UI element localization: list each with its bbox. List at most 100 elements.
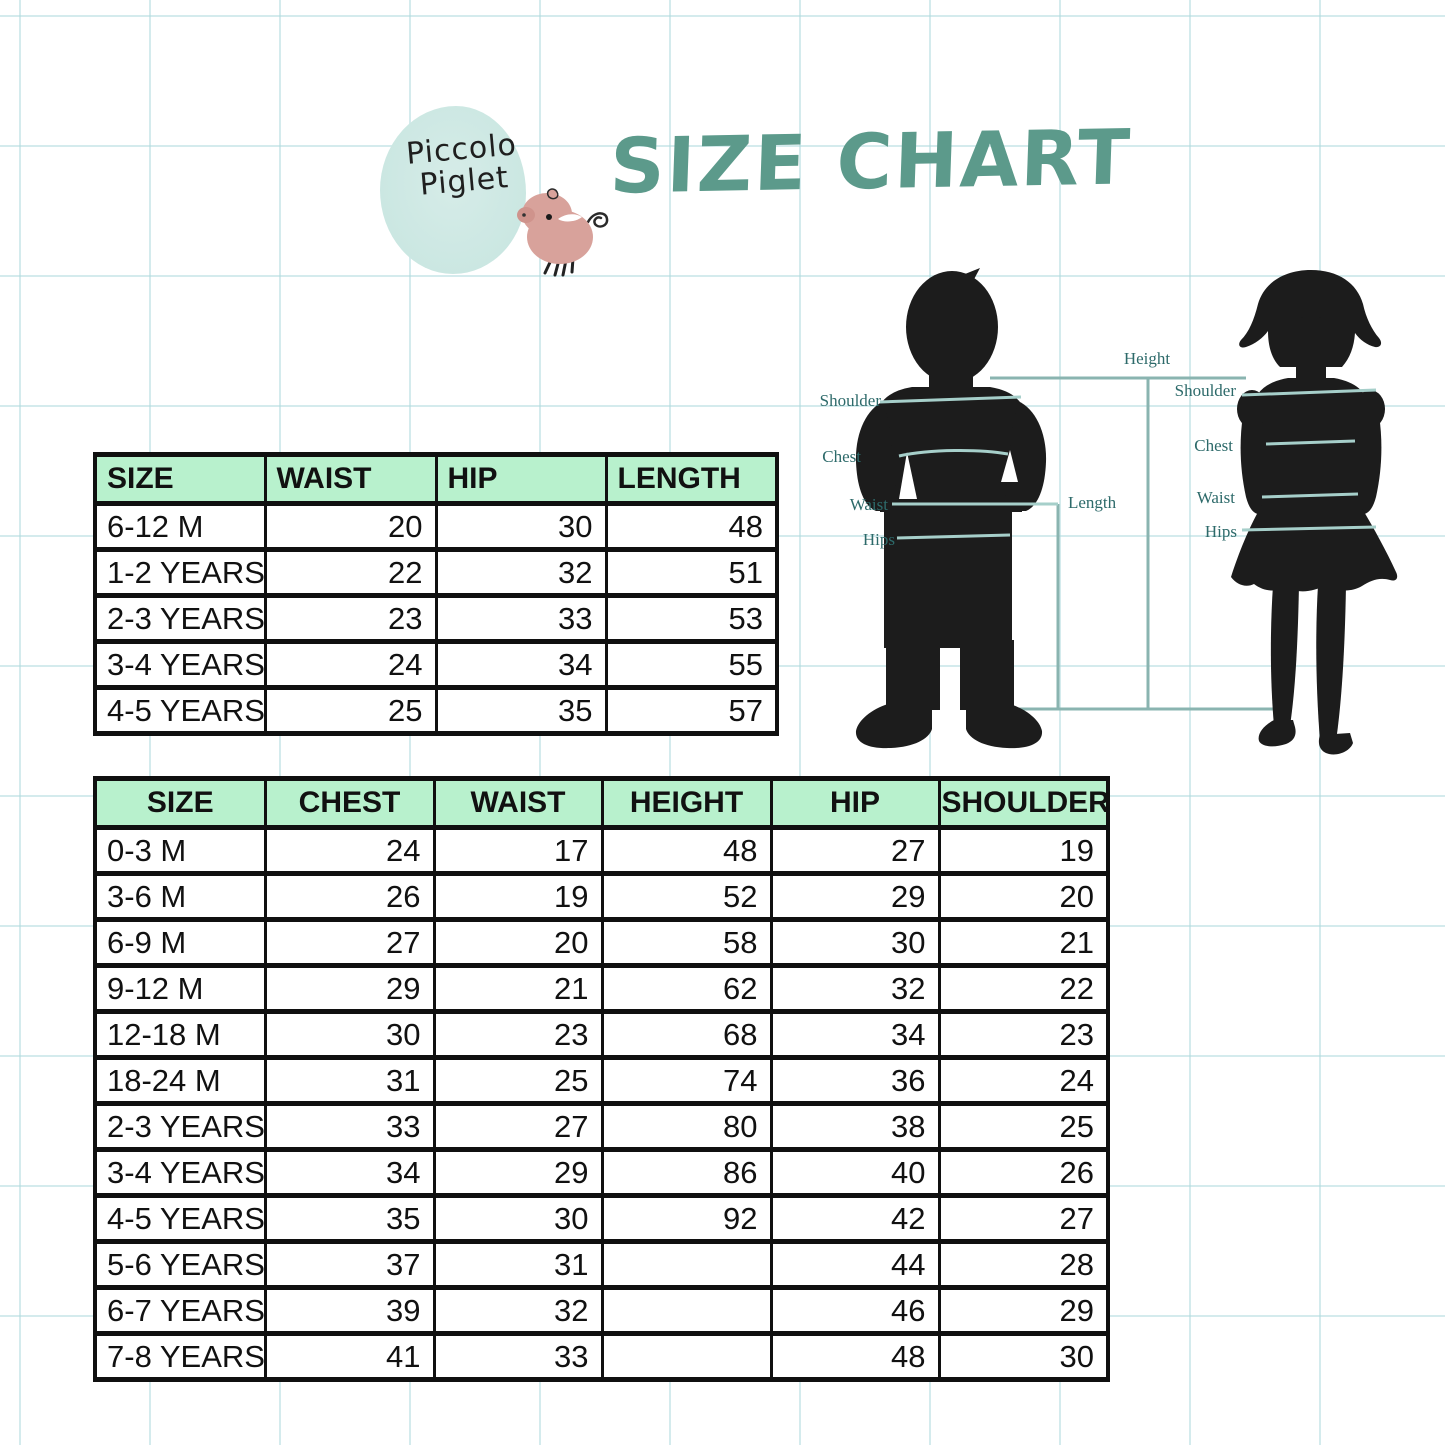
hip-cell: 38 (769, 1101, 941, 1152)
waist-cell: 30 (432, 1193, 604, 1244)
size-cell: 4-5 YEARS (93, 685, 267, 736)
garment-size-row: 9-12 M 29 21 62 32 22 (93, 963, 1110, 1014)
height-cell: 92 (600, 1193, 773, 1244)
chest-cell: 26 (263, 871, 436, 922)
bottoms-header-row: SIZE WAIST HIP LENGTH (93, 452, 779, 506)
garment-size-row: 3-6 M 26 19 52 29 20 (93, 871, 1110, 922)
garment-size-row: 2-3 YEARS 33 27 80 38 25 (93, 1101, 1110, 1152)
hip-cell: 36 (769, 1055, 941, 1106)
garment-size-row: 4-5 YEARS 35 30 92 42 27 (93, 1193, 1110, 1244)
hip-cell: 30 (769, 917, 941, 968)
shoulder-cell: 26 (937, 1147, 1110, 1198)
waist-cell: 23 (263, 593, 438, 644)
chest-cell: 35 (263, 1193, 436, 1244)
length-cell: 51 (604, 547, 779, 598)
logo-watercolor-blob (380, 106, 526, 274)
shoulder-cell: 28 (937, 1239, 1110, 1290)
height-cell: 80 (600, 1101, 773, 1152)
height-cell: 62 (600, 963, 773, 1014)
col-header-chest: CHEST (263, 776, 436, 830)
length-cell: 48 (604, 501, 779, 552)
shoulder-cell: 30 (937, 1331, 1110, 1382)
length-cell: 55 (604, 639, 779, 690)
waist-cell: 33 (432, 1331, 604, 1382)
shoulder-cell: 21 (937, 917, 1110, 968)
size-cell: 2-3 YEARS (93, 1101, 267, 1152)
height-cell: 58 (600, 917, 773, 968)
waist-cell: 20 (263, 501, 438, 552)
shoulder-cell: 19 (937, 825, 1110, 876)
hip-cell: 32 (434, 547, 608, 598)
garment-size-row: 18-24 M 31 25 74 36 24 (93, 1055, 1110, 1106)
bottoms-size-table: SIZE WAIST HIP LENGTH 6-12 M 20 30 48 1-… (93, 452, 779, 736)
size-cell: 18-24 M (93, 1055, 267, 1106)
col-header-hip: HIP (434, 452, 608, 506)
hip-cell: 30 (434, 501, 608, 552)
bottoms-size-row: 1-2 YEARS 22 32 51 (93, 547, 779, 598)
chest-cell: 31 (263, 1055, 436, 1106)
garment-size-row: 5-6 YEARS 37 31 44 28 (93, 1239, 1110, 1290)
size-cell: 3-6 M (93, 871, 267, 922)
col-header-shoulder: SHOULDER (937, 776, 1110, 830)
garment-size-row: 12-18 M 30 23 68 34 23 (93, 1009, 1110, 1060)
waist-cell: 22 (263, 547, 438, 598)
hip-cell: 34 (769, 1009, 941, 1060)
size-cell: 1-2 YEARS (93, 547, 267, 598)
boy-armpit-gaps (899, 450, 1018, 499)
garment-size-row: 3-4 YEARS 34 29 86 40 26 (93, 1147, 1110, 1198)
shoulder-cell: 23 (937, 1009, 1110, 1060)
bottoms-size-row: 6-12 M 20 30 48 (93, 501, 779, 552)
chest-cell: 27 (263, 917, 436, 968)
chest-cell: 37 (263, 1239, 436, 1290)
col-header-waist: WAIST (263, 452, 438, 506)
girl-silhouette (1231, 270, 1398, 755)
girl-shoulder-label: Shoulder (1174, 381, 1236, 400)
waist-cell: 17 (432, 825, 604, 876)
hip-cell: 35 (434, 685, 608, 736)
chest-cell: 33 (263, 1101, 436, 1152)
col-header-waist: WAIST (432, 776, 604, 830)
height-cell: 48 (600, 825, 773, 876)
girl-chest-label: Chest (1194, 436, 1233, 455)
pig-icon (517, 188, 609, 277)
size-cell: 6-7 YEARS (93, 1285, 267, 1336)
shoulder-cell: 27 (937, 1193, 1110, 1244)
length-cell: 53 (604, 593, 779, 644)
boy-chest-label: Chest (822, 447, 861, 466)
chest-cell: 29 (263, 963, 436, 1014)
boy-hips-label: Hips (862, 530, 895, 549)
bottoms-size-row: 2-3 YEARS 23 33 53 (93, 593, 779, 644)
length-cell: 57 (604, 685, 779, 736)
size-cell: 7-8 YEARS (93, 1331, 267, 1382)
waist-cell: 25 (263, 685, 438, 736)
chest-cell: 39 (263, 1285, 436, 1336)
chest-cell: 41 (263, 1331, 436, 1382)
col-header-hip: HIP (769, 776, 941, 830)
hip-cell: 44 (769, 1239, 941, 1290)
height-label: Height (1123, 349, 1171, 368)
page-title: SIZE CHART (608, 112, 1134, 211)
hip-cell: 34 (434, 639, 608, 690)
garment-size-row: 7-8 YEARS 41 33 48 30 (93, 1331, 1110, 1382)
shoulder-cell: 25 (937, 1101, 1110, 1152)
col-header-height: HEIGHT (600, 776, 773, 830)
size-cell: 3-4 YEARS (93, 639, 267, 690)
col-header-size: SIZE (93, 452, 267, 506)
col-header-length: LENGTH (604, 452, 779, 506)
chest-cell: 34 (263, 1147, 436, 1198)
height-cell: 74 (600, 1055, 773, 1106)
garment-header-row: SIZE CHEST WAIST HEIGHT HIP SHOULDER (93, 776, 1110, 830)
size-cell: 5-6 YEARS (93, 1239, 267, 1290)
garment-size-row: 0-3 M 24 17 48 27 19 (93, 825, 1110, 876)
girl-waist-label: Waist (1196, 488, 1235, 507)
hip-cell: 29 (769, 871, 941, 922)
waist-cell: 19 (432, 871, 604, 922)
hip-cell: 42 (769, 1193, 941, 1244)
size-cell: 6-12 M (93, 501, 267, 552)
garment-size-row: 6-7 YEARS 39 32 46 29 (93, 1285, 1110, 1336)
height-cell (600, 1239, 773, 1290)
chest-cell: 30 (263, 1009, 436, 1060)
height-cell (600, 1331, 773, 1382)
boy-shoulder-label: Shoulder (819, 391, 881, 410)
